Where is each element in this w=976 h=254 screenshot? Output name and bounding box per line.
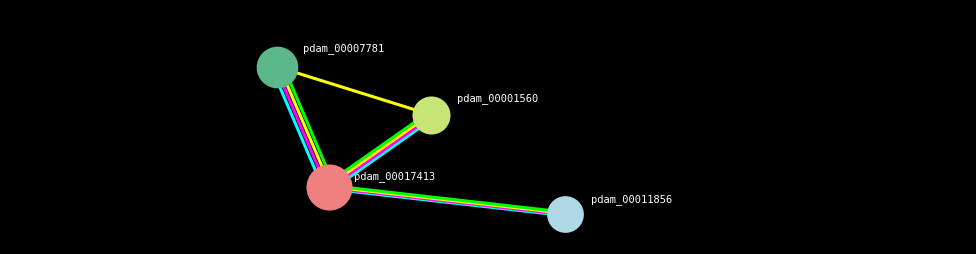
Point — [424, 113, 439, 117]
Text: pdam_00007781: pdam_00007781 — [304, 43, 385, 54]
Text: pdam_00001560: pdam_00001560 — [457, 93, 539, 104]
Text: pdam_00011856: pdam_00011856 — [590, 194, 672, 205]
Text: pdam_00017413: pdam_00017413 — [354, 171, 435, 182]
Point — [269, 65, 285, 69]
Point — [321, 185, 337, 189]
Point — [557, 212, 573, 216]
